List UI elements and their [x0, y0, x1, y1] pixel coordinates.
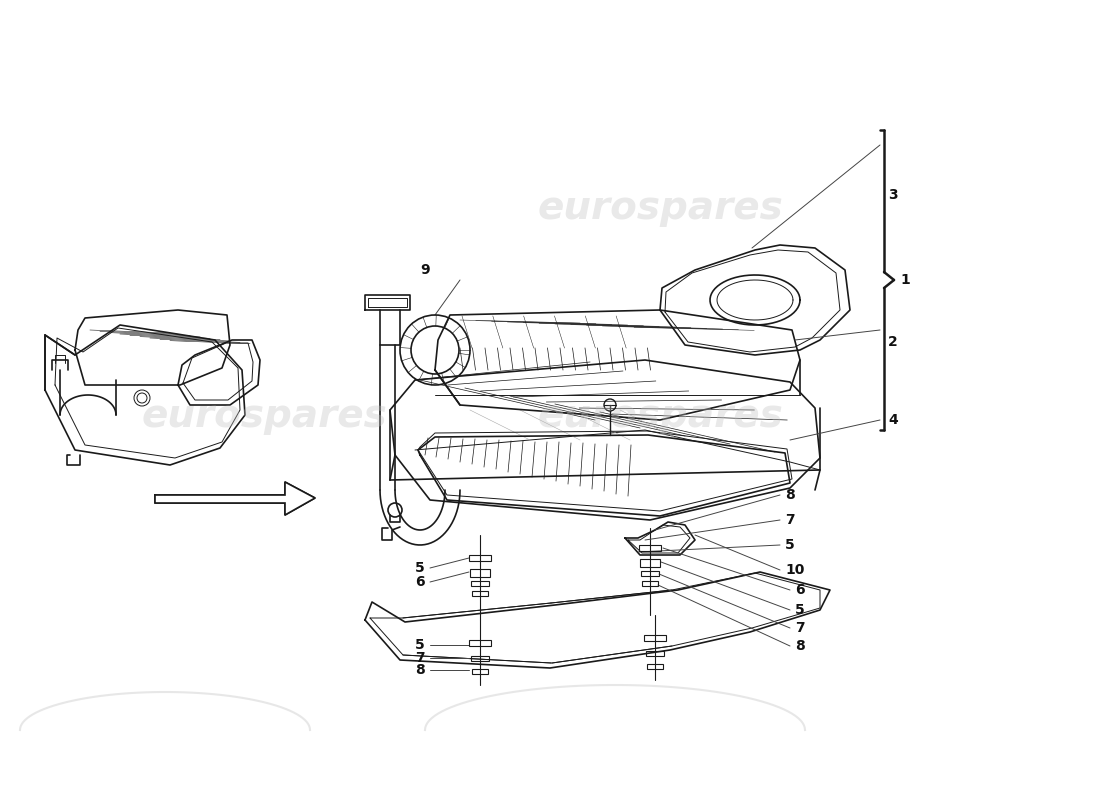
Bar	[641, 571, 659, 576]
Text: 7: 7	[795, 621, 804, 635]
Text: 5: 5	[416, 638, 425, 652]
Bar	[639, 545, 661, 551]
Text: 7: 7	[785, 513, 794, 527]
Text: 2: 2	[888, 335, 898, 349]
Text: 5: 5	[785, 538, 794, 552]
Bar	[646, 651, 664, 656]
Text: 6: 6	[416, 575, 425, 589]
Bar	[644, 635, 666, 641]
Polygon shape	[155, 482, 315, 515]
Bar	[469, 640, 491, 646]
Text: 1: 1	[900, 273, 910, 287]
Text: eurospares: eurospares	[537, 397, 783, 435]
Text: 7: 7	[416, 651, 425, 665]
Text: 5: 5	[416, 561, 425, 575]
Text: 9: 9	[420, 263, 430, 277]
Text: 8: 8	[795, 639, 805, 653]
Bar	[647, 664, 663, 669]
Text: 6: 6	[795, 583, 804, 597]
Text: 3: 3	[888, 188, 898, 202]
Bar	[640, 559, 660, 567]
Text: 10: 10	[785, 563, 804, 577]
Bar	[471, 581, 490, 586]
Bar	[469, 555, 491, 561]
Text: 5: 5	[795, 603, 805, 617]
Text: 8: 8	[416, 663, 425, 677]
Text: 8: 8	[785, 488, 794, 502]
Bar	[471, 656, 490, 661]
Bar	[470, 569, 490, 577]
Bar	[642, 581, 658, 586]
Text: eurospares: eurospares	[141, 397, 387, 435]
Text: 4: 4	[888, 413, 898, 427]
Text: eurospares: eurospares	[537, 189, 783, 227]
Bar	[472, 669, 488, 674]
Bar	[472, 591, 488, 596]
